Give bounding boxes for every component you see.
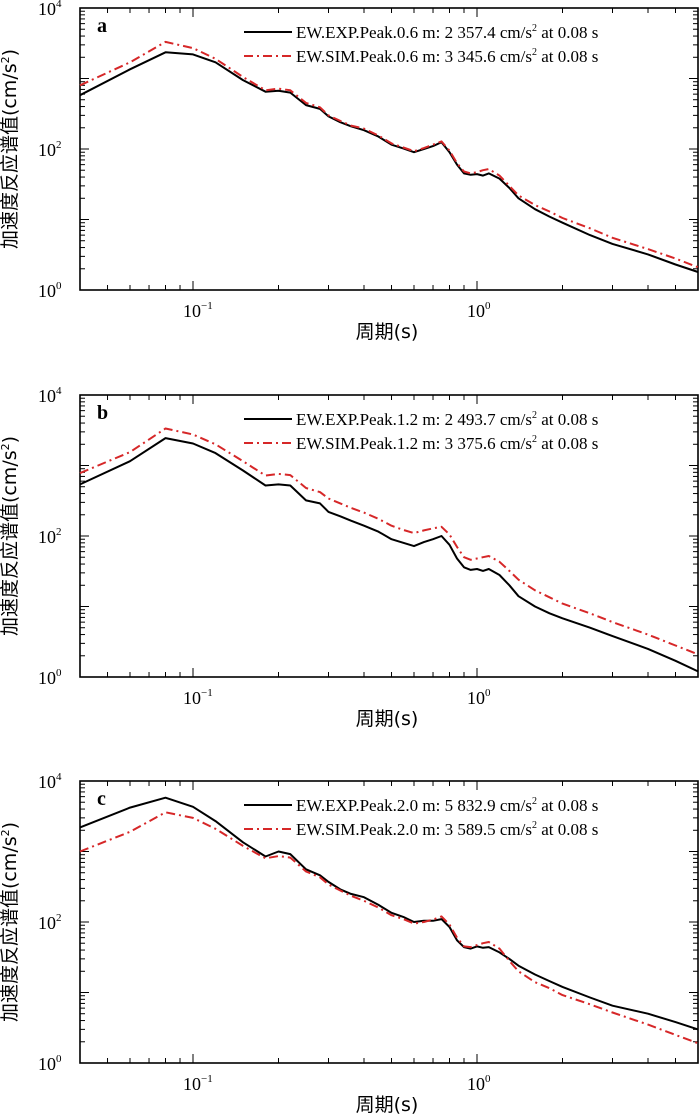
y-tick-label: 100 bbox=[38, 280, 62, 301]
legend-label: EW.EXP.Peak.1.2 m: 2 493.7 cm/s2 at 0.08… bbox=[296, 410, 598, 429]
panel-label: a bbox=[97, 15, 107, 37]
y-tick-label: 104 bbox=[38, 771, 62, 792]
legend-label: EW.SIM.Peak.0.6 m: 3 345.6 cm/s2 at 0.08… bbox=[296, 47, 598, 66]
legend-label: EW.EXP.Peak.0.6 m: 2 357.4 cm/s2 at 0.08… bbox=[296, 23, 598, 42]
series-line-sim bbox=[79, 427, 699, 656]
panel-c: 10−1 100 104 102 100 周期(s) 加速度反应谱值(cm/s2) c EW.E… bbox=[0, 771, 699, 1115]
panel-a: 10−1 100 104 102 100 周期(s) 加速度反应谱值(cm/s2) a EW.E… bbox=[0, 0, 699, 343]
series-line-exp bbox=[79, 51, 699, 273]
x-tick-label: 10−1 bbox=[183, 1073, 213, 1094]
x-axis-title: 周期(s) bbox=[356, 321, 419, 343]
series-line-sim bbox=[79, 811, 699, 1045]
y-axis-title: 加速度反应谱值(cm/s2) bbox=[0, 436, 21, 636]
panel-label: b bbox=[97, 402, 108, 424]
legend-label: EW.SIM.Peak.2.0 m: 3 589.5 cm/s2 at 0.08… bbox=[296, 820, 598, 839]
y-tick-label: 102 bbox=[38, 139, 62, 160]
legend-label: EW.EXP.Peak.2.0 m: 5 832.9 cm/s2 at 0.08… bbox=[296, 796, 598, 815]
x-tick-label: 10−1 bbox=[183, 300, 213, 321]
y-tick-label: 104 bbox=[38, 0, 62, 19]
series-line-sim bbox=[79, 40, 699, 269]
y-axis-title: 加速度反应谱值(cm/s2) bbox=[0, 49, 21, 249]
legend-label: EW.SIM.Peak.1.2 m: 3 375.6 cm/s2 at 0.08… bbox=[296, 434, 598, 453]
x-axis-title: 周期(s) bbox=[356, 708, 419, 730]
x-tick-label: 100 bbox=[467, 300, 491, 321]
x-tick-label: 100 bbox=[467, 687, 491, 708]
y-axis-title: 加速度反应谱值(cm/s2) bbox=[0, 822, 21, 1022]
y-tick-label: 102 bbox=[38, 526, 62, 547]
x-tick-label: 100 bbox=[467, 1073, 491, 1094]
x-axis-title: 周期(s) bbox=[356, 1094, 419, 1115]
y-tick-label: 100 bbox=[38, 667, 62, 688]
x-tick-label: 10−1 bbox=[183, 687, 213, 708]
y-tick-label: 100 bbox=[38, 1053, 62, 1074]
panel-b: 10−1 100 104 102 100 周期(s) 加速度反应谱值(cm/s2) b EW.E… bbox=[0, 385, 699, 730]
y-tick-label: 104 bbox=[38, 385, 62, 406]
y-tick-label: 102 bbox=[38, 912, 62, 933]
panel-label: c bbox=[97, 788, 106, 810]
series-line-exp bbox=[79, 437, 699, 673]
